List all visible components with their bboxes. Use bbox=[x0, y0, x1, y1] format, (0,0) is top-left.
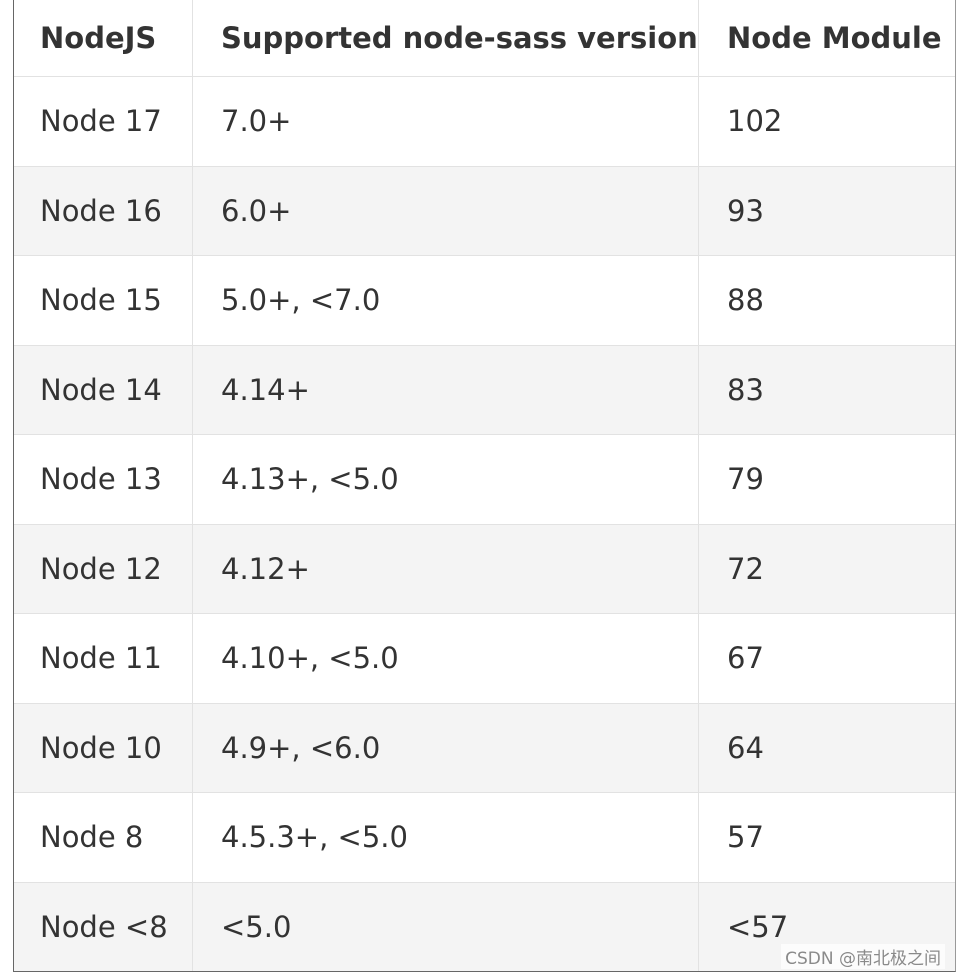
table-cell: <5.0 bbox=[192, 882, 698, 971]
header-cell: Node Module bbox=[698, 0, 955, 76]
table-cell: 4.10+, <5.0 bbox=[192, 614, 698, 703]
table-cell: Node 11 bbox=[40, 641, 162, 676]
table-cell: 79 bbox=[698, 435, 955, 524]
table-row: Node 14 4.14+ 83 bbox=[14, 345, 955, 435]
table-cell: Node <8 bbox=[40, 909, 168, 944]
watermark: CSDN @南北极之间 bbox=[781, 944, 945, 969]
table-row: Node 13 4.13+, <5.0 79 bbox=[14, 435, 955, 525]
table-row: Node 15 5.0+, <7.0 88 bbox=[14, 256, 955, 346]
table-cell: 4.14+ bbox=[192, 345, 698, 434]
table-row: Node 17 7.0+ 102 bbox=[14, 77, 955, 167]
table-row: Node 8 4.5.3+, <5.0 57 bbox=[14, 793, 955, 883]
table-row: Node <8 <5.0 <57 bbox=[14, 882, 955, 971]
table-cell: <57 bbox=[698, 882, 955, 971]
table-cell: Node 16 bbox=[40, 193, 162, 228]
table-cell: 88 bbox=[698, 256, 955, 345]
header-cell: NodeJS bbox=[40, 21, 157, 55]
table-cell: 57 bbox=[698, 793, 955, 882]
table-cell: Node 14 bbox=[40, 372, 162, 407]
table-row: Node 16 6.0+ 93 bbox=[14, 166, 955, 256]
table-cell: 4.12+ bbox=[192, 524, 698, 613]
table-cell: Node 12 bbox=[40, 551, 162, 586]
table-cell: 72 bbox=[698, 524, 955, 613]
table-cell: 67 bbox=[698, 614, 955, 703]
table-cell: Node 17 bbox=[40, 104, 162, 139]
table-cell: 64 bbox=[698, 703, 955, 792]
table-cell: 5.0+, <7.0 bbox=[192, 256, 698, 345]
table-cell: 6.0+ bbox=[192, 166, 698, 255]
table-cell: Node 13 bbox=[40, 462, 162, 497]
table-cell: Node 10 bbox=[40, 730, 162, 765]
table-cell: 4.5.3+, <5.0 bbox=[192, 793, 698, 882]
table-cell: 7.0+ bbox=[192, 77, 698, 166]
table-cell: 83 bbox=[698, 345, 955, 434]
table-cell: Node 8 bbox=[40, 820, 144, 855]
table-cell: Node 15 bbox=[40, 283, 162, 318]
table-cell: 93 bbox=[698, 166, 955, 255]
table-row: Node 12 4.12+ 72 bbox=[14, 524, 955, 614]
header-cell: Supported node-sass version bbox=[192, 0, 698, 76]
table: NodeJS Supported node-sass version Node Mo… bbox=[13, 0, 956, 972]
table-row: Node 10 4.9+, <6.0 64 bbox=[14, 703, 955, 793]
table-row: Node 11 4.10+, <5.0 67 bbox=[14, 614, 955, 704]
header-row: NodeJS Supported node-sass version Node Mo… bbox=[14, 0, 955, 77]
table-cell: 102 bbox=[698, 77, 955, 166]
table-cell: 4.13+, <5.0 bbox=[192, 435, 698, 524]
table-cell: 4.9+, <6.0 bbox=[192, 703, 698, 792]
